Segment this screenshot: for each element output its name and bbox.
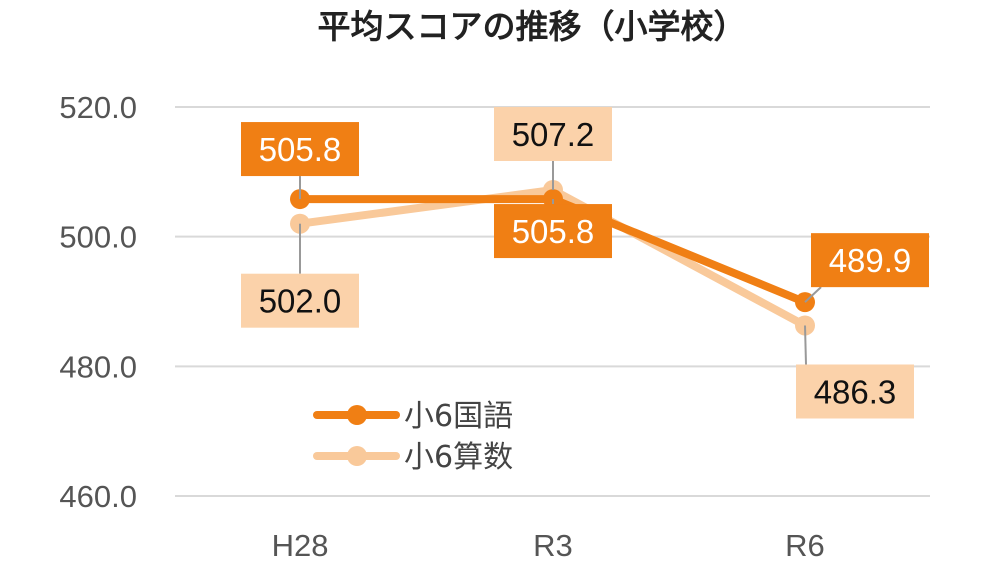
x-tick-label: R6	[785, 528, 825, 562]
y-axis: 520.0 500.0 480.0 460.0	[59, 90, 137, 514]
x-tick-label: H28	[272, 528, 329, 562]
legend-marker	[347, 405, 367, 425]
y-tick-label: 460.0	[59, 479, 137, 514]
data-label-box	[796, 364, 914, 419]
data-label: 489.9	[829, 242, 912, 279]
legend-marker	[347, 446, 367, 466]
data-label-box	[494, 106, 612, 161]
data-labels: 505.8 505.8 489.9 502.0 507.2 486.3	[241, 106, 929, 419]
x-axis: H28 R3 R6	[272, 528, 825, 562]
data-label: 507.2	[512, 116, 595, 153]
x-tick-label: R3	[533, 528, 573, 562]
data-label: 505.8	[512, 213, 595, 250]
leader-line	[804, 325, 807, 365]
y-tick-label: 480.0	[59, 349, 137, 384]
y-tick-label: 520.0	[59, 90, 137, 125]
y-tick-label: 500.0	[59, 220, 137, 255]
data-label: 486.3	[814, 373, 897, 410]
data-label: 502.0	[259, 283, 342, 320]
legend-label: 小6算数	[404, 440, 513, 475]
data-label-box	[241, 273, 359, 328]
data-label-box	[494, 204, 612, 259]
leader-line	[804, 286, 822, 303]
data-label-box	[241, 122, 359, 177]
data-label-box	[811, 233, 929, 288]
data-label: 505.8	[259, 131, 342, 168]
chart-title: 平均スコアの推移（小学校）	[318, 7, 747, 46]
legend-label: 小6国語	[404, 399, 513, 434]
